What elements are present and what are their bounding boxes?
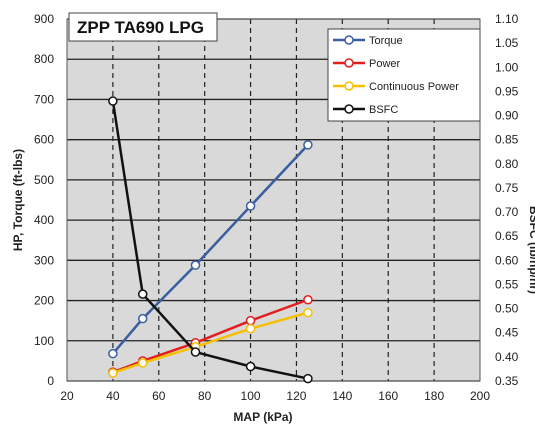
y-tick-labels: 0 100 200 300 400 500 600 700 800 900 — [34, 12, 54, 388]
y2-tick-label: 0.70 — [495, 205, 519, 219]
y2-tick-label: 0.75 — [495, 181, 519, 195]
x-tick-label: 20 — [60, 389, 74, 403]
x-tick-label: 160 — [378, 389, 398, 403]
x-tick-label: 80 — [198, 389, 212, 403]
y-tick-label: 400 — [34, 213, 54, 227]
y-tick-label: 900 — [34, 12, 54, 26]
legend-label: Power — [369, 58, 401, 70]
series-bsfc — [108, 96, 313, 384]
legend-swatch-marker — [344, 81, 354, 91]
x-tick-label: 200 — [470, 389, 490, 403]
y2-tick-labels: 0.35 0.40 0.45 0.50 0.55 0.60 0.65 0.70 0.75 0.80… — [495, 12, 519, 388]
y2-tick-label: 0.45 — [495, 326, 519, 340]
data-point — [137, 289, 148, 299]
x-tick-labels: 20 40 60 80 100 120 140 160 180 200 — [60, 389, 490, 403]
y2-tick-label: 1.10 — [495, 12, 519, 26]
y2-tick-label: 1.00 — [495, 60, 519, 74]
data-point — [108, 348, 118, 359]
legend-swatch-marker — [344, 104, 354, 114]
y2-tick-label: 0.65 — [495, 229, 519, 243]
y-tick-label: 200 — [34, 294, 54, 308]
legend-box — [327, 28, 481, 122]
data-point — [303, 140, 313, 150]
legend-label: BSFC — [369, 104, 398, 116]
legend-label: Continuous Power — [369, 81, 459, 93]
y2-tick-label: 0.60 — [495, 253, 519, 267]
data-point — [245, 323, 256, 334]
legend: Torque Power Continuous Power BSFC — [327, 28, 481, 122]
y2-tick-label: 0.90 — [495, 109, 519, 123]
legend-item: Power — [333, 58, 401, 70]
x-tick-label: 40 — [106, 389, 120, 403]
y-tick-label: 100 — [34, 334, 54, 348]
data-point — [303, 373, 313, 384]
series-torque — [108, 140, 313, 359]
legend-item: BSFC — [333, 104, 398, 116]
data-point — [137, 358, 148, 368]
chart-title: ZPP TA690 LPG — [77, 18, 204, 37]
y2-tick-label: 0.40 — [495, 350, 519, 364]
data-point — [245, 315, 256, 326]
y2-tick-label: 0.55 — [495, 277, 519, 291]
y-tick-label: 0 — [47, 374, 54, 388]
x-tick-label: 140 — [332, 389, 352, 403]
y2-tick-label: 0.80 — [495, 157, 519, 171]
y-tick-label: 600 — [34, 133, 54, 147]
plot-border — [66, 18, 481, 382]
legend-swatch-marker — [344, 35, 354, 45]
y2-tick-label: 0.95 — [495, 84, 519, 98]
y-tick-label: 500 — [34, 173, 54, 187]
data-point — [245, 361, 256, 372]
legend-label: Torque — [369, 35, 403, 47]
title-box: ZPP TA690 LPG — [68, 12, 218, 42]
y2-tick-label: 0.50 — [495, 302, 519, 316]
x-tick-label: 100 — [241, 389, 261, 403]
x-tick-label: 60 — [152, 389, 166, 403]
y-axis-title: HP, Torque (ft-lbs) — [11, 149, 25, 251]
data-point — [137, 313, 148, 324]
data-point — [190, 347, 201, 357]
y-tick-label: 800 — [34, 52, 54, 66]
data-point — [245, 201, 256, 211]
y-tick-label: 700 — [34, 92, 54, 106]
y2-tick-label: 1.05 — [495, 36, 519, 50]
data-point — [303, 295, 313, 305]
x-axis-title: MAP (kPa) — [233, 410, 292, 424]
legend-swatch-marker — [344, 58, 354, 68]
data-point — [108, 96, 118, 106]
y2-axis-title: BSFC (lb/hp/hr) — [527, 206, 535, 294]
y-tick-label: 300 — [34, 253, 54, 267]
x-tick-label: 180 — [424, 389, 444, 403]
series-layer — [108, 96, 313, 384]
x-tick-label: 120 — [286, 389, 306, 403]
data-point — [190, 260, 201, 270]
legend-item: Torque — [333, 35, 403, 47]
y2-tick-label: 0.35 — [495, 374, 519, 388]
data-point — [108, 368, 118, 378]
y2-tick-label: 0.85 — [495, 133, 519, 147]
legend-item: Continuous Power — [333, 81, 459, 93]
data-point — [303, 307, 313, 318]
